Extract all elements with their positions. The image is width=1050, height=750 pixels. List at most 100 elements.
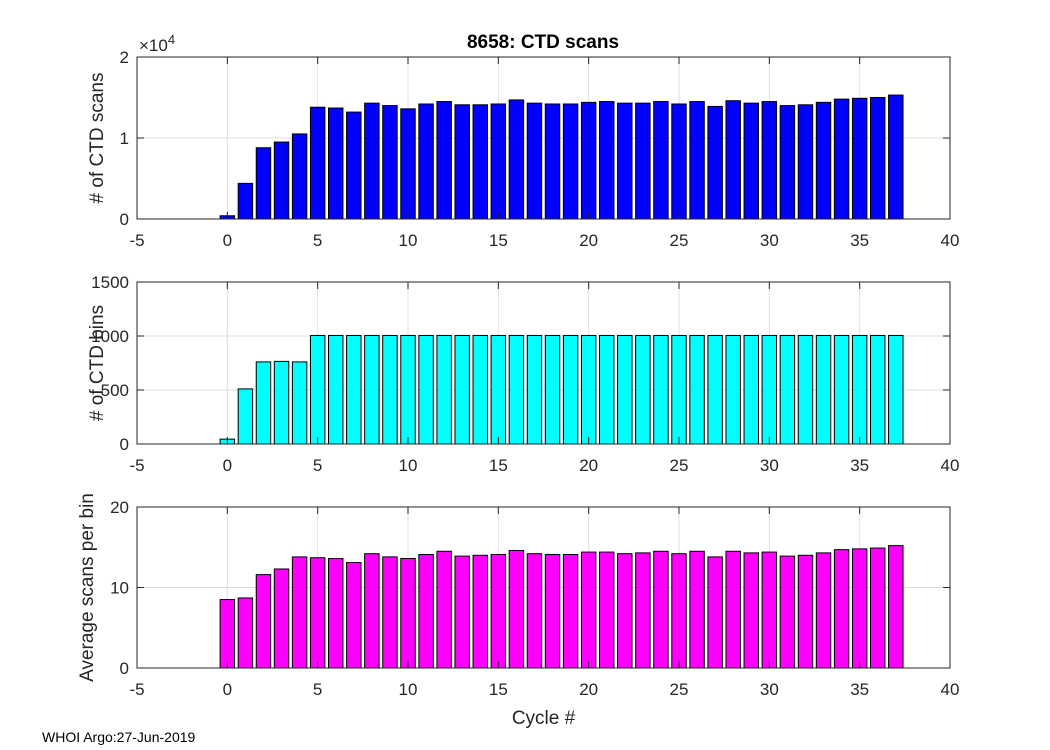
bar-avg-22 xyxy=(617,553,633,669)
bar-scans-5 xyxy=(309,106,326,220)
bar-avg-11 xyxy=(418,553,434,669)
bar-avg-23 xyxy=(635,552,651,669)
bar-avg-15 xyxy=(490,553,507,669)
y-axis-label: # of CTD bins xyxy=(87,305,108,421)
bar-bins-35 xyxy=(851,334,868,445)
bar-bins-37 xyxy=(888,334,904,445)
bar-avg-10 xyxy=(400,558,416,669)
bar-avg-13 xyxy=(454,555,470,669)
bar-bins-14 xyxy=(472,334,488,445)
bar-bins-9 xyxy=(382,334,398,445)
bar-scans-35 xyxy=(851,97,868,220)
bar-avg-25 xyxy=(671,553,687,669)
bar-avg-29 xyxy=(743,552,759,669)
y-tick-label: 0 xyxy=(120,210,129,229)
bar-scans-31 xyxy=(779,105,796,220)
x-axis-label: Cycle # xyxy=(512,708,576,729)
bar-scans-18 xyxy=(544,103,561,220)
bar-scans-6 xyxy=(328,107,344,220)
bar-scans-9 xyxy=(382,105,398,220)
x-tick-label: -5 xyxy=(129,680,144,699)
bar-avg-6 xyxy=(328,558,344,669)
bar-scans-26 xyxy=(689,101,705,220)
bar-bins-28 xyxy=(725,334,741,445)
axes-box xyxy=(136,281,951,445)
bar-bins-4 xyxy=(291,361,308,445)
bar-avg-16 xyxy=(508,549,525,669)
bar-scans-8 xyxy=(364,102,380,220)
bar-avg-9 xyxy=(382,556,398,669)
bar-bins-22 xyxy=(617,334,633,445)
bar-avg-0 xyxy=(219,599,236,669)
bar-scans-1 xyxy=(237,182,254,220)
bar-scans-17 xyxy=(526,102,543,220)
x-tick-label: 20 xyxy=(579,456,598,475)
x-tick-label: 20 xyxy=(579,680,598,699)
bar-scans-20 xyxy=(580,101,597,220)
bar-scans-24 xyxy=(653,101,669,220)
x-tick-label: 20 xyxy=(579,231,598,250)
bar-scans-21 xyxy=(599,101,615,220)
bar-scans-13 xyxy=(454,104,470,220)
bar-scans-7 xyxy=(346,111,362,220)
bar-scans-19 xyxy=(562,103,579,220)
x-tick-label: 10 xyxy=(399,231,418,250)
bar-bins-8 xyxy=(364,334,380,445)
bar-scans-29 xyxy=(743,102,759,220)
bar-bins-5 xyxy=(309,334,326,445)
bar-avg-32 xyxy=(797,554,814,669)
bar-bins-3 xyxy=(273,360,290,445)
bar-scans-27 xyxy=(707,105,723,220)
footer-stamp: WHOI Argo:27-Jun-2019 xyxy=(42,729,196,745)
bar-bins-17 xyxy=(526,334,543,445)
bar-scans-23 xyxy=(635,102,651,220)
y-tick-label: 10 xyxy=(110,579,129,598)
bar-avg-18 xyxy=(544,553,561,669)
plot-area xyxy=(137,282,950,444)
bar-avg-17 xyxy=(526,553,543,669)
bar-avg-3 xyxy=(273,568,290,669)
bar-avg-2 xyxy=(255,574,272,669)
x-tick-label: 0 xyxy=(223,456,232,475)
bar-bins-23 xyxy=(635,334,651,445)
bar-bins-7 xyxy=(346,334,362,445)
y-tick-label: 0 xyxy=(120,435,129,454)
bar-scans-28 xyxy=(725,100,741,220)
x-tick-label: 30 xyxy=(760,231,779,250)
bar-bins-33 xyxy=(815,334,832,445)
x-tick-label: 10 xyxy=(399,456,418,475)
bar-scans-32 xyxy=(797,104,814,220)
bar-scans-22 xyxy=(617,102,633,220)
bar-avg-21 xyxy=(599,551,615,669)
x-tick-label: 40 xyxy=(941,231,960,250)
bar-scans-34 xyxy=(833,98,850,220)
bar-scans-30 xyxy=(761,101,778,220)
bar-bins-26 xyxy=(689,334,705,445)
bar-bins-32 xyxy=(797,334,814,445)
bar-bins-19 xyxy=(562,334,579,445)
x-tick-label: -5 xyxy=(129,456,144,475)
x-tick-label: 15 xyxy=(489,680,508,699)
bar-avg-1 xyxy=(237,597,254,669)
x-tick-label: 15 xyxy=(489,231,508,250)
y-exponent-label: ×104 xyxy=(139,32,175,55)
bar-scans-37 xyxy=(888,94,904,220)
bar-scans-16 xyxy=(508,99,525,220)
bar-scans-15 xyxy=(490,103,507,220)
bar-bins-36 xyxy=(870,334,886,445)
bar-scans-36 xyxy=(870,97,886,220)
x-tick-label: 40 xyxy=(941,456,960,475)
bar-avg-4 xyxy=(291,556,308,669)
bar-bins-29 xyxy=(743,334,759,445)
bar-avg-5 xyxy=(309,557,326,669)
y-tick-label: 2 xyxy=(120,48,129,67)
bar-bins-24 xyxy=(653,334,669,445)
x-tick-label: 35 xyxy=(850,456,869,475)
x-tick-label: 35 xyxy=(850,680,869,699)
bar-bins-11 xyxy=(418,334,434,445)
